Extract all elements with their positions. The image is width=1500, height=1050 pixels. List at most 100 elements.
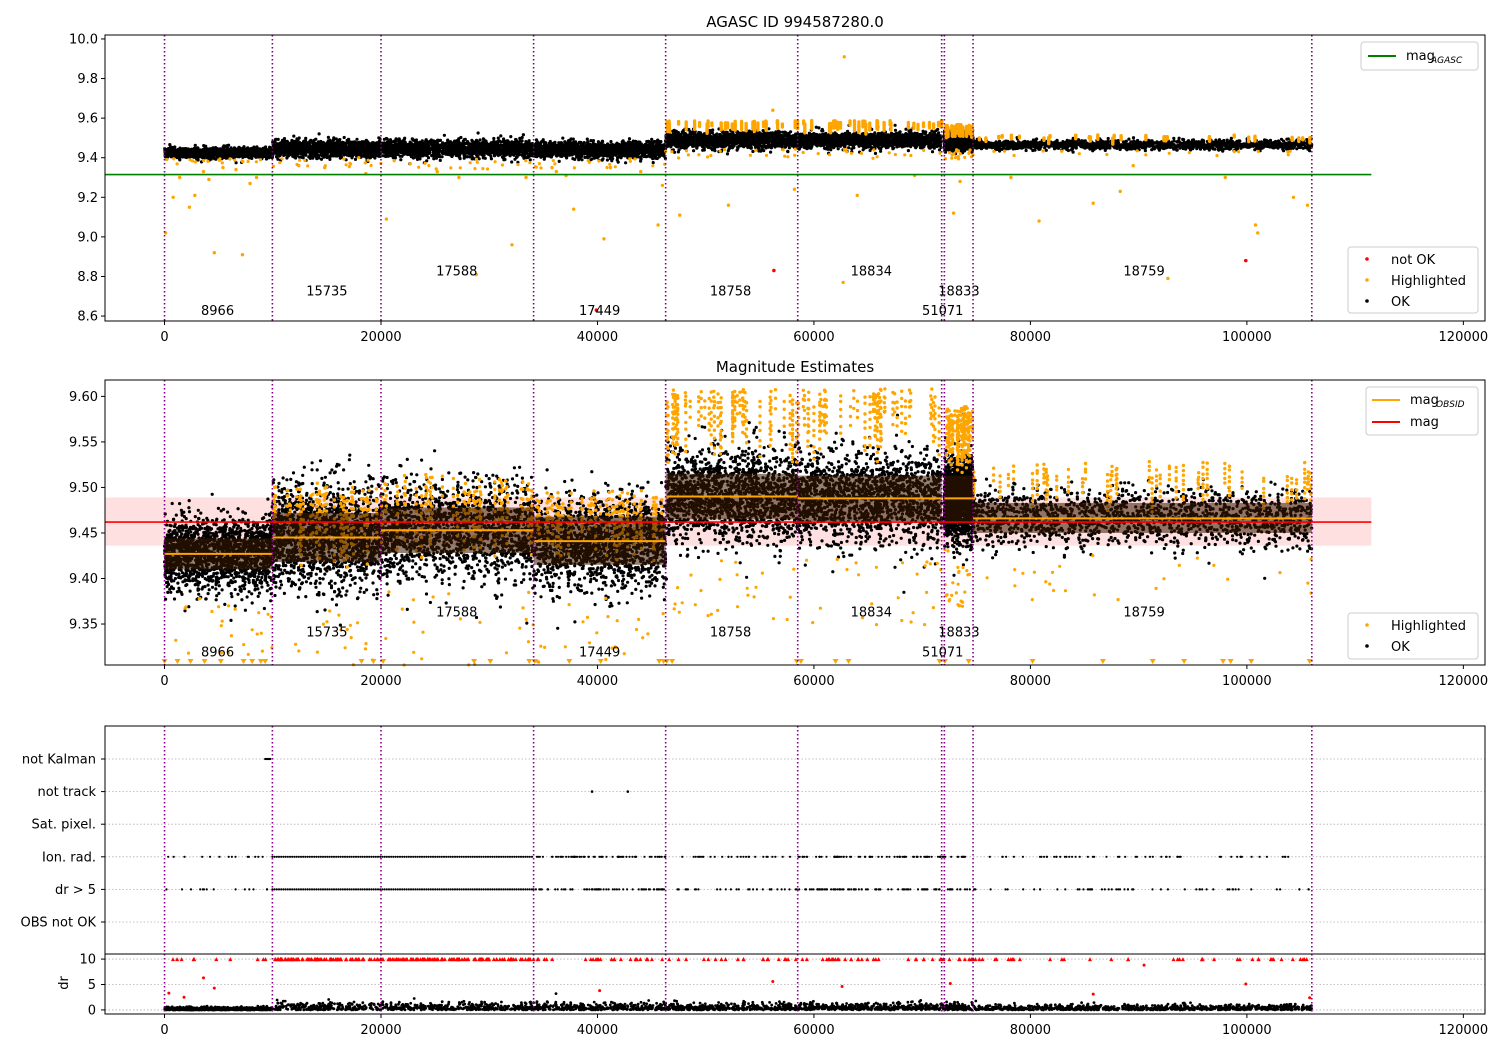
highlighted-point	[298, 158, 302, 162]
ok-point	[394, 152, 398, 156]
ok-point	[342, 135, 346, 140]
highlighted-point	[202, 159, 206, 163]
ok-point	[519, 146, 523, 150]
ok-point	[207, 156, 211, 160]
ok-point	[476, 131, 480, 135]
ok-point	[366, 148, 370, 152]
ok-point	[437, 152, 441, 157]
ok-point	[356, 142, 360, 146]
highlighted-point	[278, 161, 282, 165]
ok-point	[498, 148, 502, 152]
ok-point	[403, 146, 407, 151]
ok-point	[314, 142, 318, 146]
ok-point	[605, 158, 610, 162]
ok-point	[493, 146, 497, 150]
ok-point	[353, 157, 358, 161]
ok-point	[511, 146, 515, 150]
ok-point	[399, 147, 403, 151]
ok-point	[513, 151, 517, 155]
ok-point	[442, 133, 446, 137]
ok-point	[465, 155, 469, 159]
highlighted-point	[246, 159, 250, 164]
highlighted-point	[473, 167, 477, 171]
ok-point	[188, 151, 193, 155]
ok-point	[400, 154, 404, 158]
ok-point	[276, 157, 280, 161]
ok-point	[347, 137, 351, 141]
ok-point	[463, 147, 467, 151]
ok-point	[399, 158, 403, 162]
ok-point	[183, 149, 187, 154]
ok-point	[202, 150, 206, 154]
highlighted-point	[392, 159, 396, 163]
ok-point	[442, 148, 446, 152]
highlighted-point	[342, 157, 346, 161]
ok-point	[414, 138, 418, 142]
ok-point	[359, 152, 363, 156]
ok-point	[444, 141, 448, 146]
highlighted-point	[228, 157, 232, 161]
highlighted-point	[474, 157, 479, 161]
ok-point	[343, 148, 347, 152]
ok-point	[246, 148, 250, 152]
highlighted-point	[369, 163, 373, 168]
ok-point	[589, 139, 593, 143]
highlighted-point	[175, 162, 179, 166]
ok-point	[252, 145, 256, 149]
ok-point	[282, 149, 286, 153]
highlighted-point	[218, 157, 222, 161]
highlighted-point	[485, 167, 490, 171]
ok-point	[526, 144, 530, 148]
ok-point	[194, 153, 199, 157]
panel1-plot-area: 8966157351758817449187581883451071188331…	[69, 32, 1488, 345]
ok-point	[169, 155, 173, 159]
ok-point	[295, 154, 299, 158]
ok-point	[392, 149, 396, 153]
highlighted-point	[357, 156, 361, 160]
ok-point	[657, 155, 661, 159]
ok-point	[401, 139, 405, 143]
ok-point	[624, 161, 628, 165]
ok-point	[360, 149, 364, 153]
ok-point	[478, 138, 482, 142]
ok-point	[502, 137, 506, 141]
highlighted-point	[427, 164, 431, 168]
ok-point	[222, 145, 226, 149]
ok-point	[288, 150, 292, 154]
ok-point	[428, 139, 432, 143]
ok-point	[352, 151, 356, 155]
ok-point	[503, 148, 507, 152]
highlighted-point	[258, 158, 263, 162]
highlighted-point	[417, 165, 421, 169]
ok-point	[491, 150, 495, 154]
ok-point	[327, 145, 331, 149]
ok-point	[477, 157, 481, 161]
ok-point	[497, 139, 501, 143]
ok-point	[258, 147, 262, 152]
ok-point	[426, 144, 430, 148]
ok-point	[312, 145, 316, 149]
ok-point	[316, 147, 320, 151]
highlighted-point	[423, 161, 427, 165]
ok-point	[472, 140, 476, 144]
ok-point	[292, 146, 296, 150]
ok-point	[277, 145, 281, 149]
ok-point	[359, 145, 363, 149]
ok-point	[515, 143, 519, 147]
highlighted-point	[481, 167, 485, 171]
ok-point	[472, 146, 476, 150]
ok-point	[437, 147, 441, 151]
highlighted-point	[449, 166, 453, 170]
ok-point	[501, 144, 505, 148]
ok-point	[470, 157, 474, 161]
ok-point	[480, 153, 484, 157]
ok-point	[366, 140, 370, 144]
ok-point	[458, 151, 462, 155]
ok-point	[368, 143, 372, 148]
ok-point	[416, 154, 420, 158]
highlighted-point	[254, 160, 258, 164]
ok-point	[493, 140, 497, 144]
ok-point	[419, 141, 423, 145]
ok-point	[424, 138, 428, 142]
ok-point	[435, 142, 439, 146]
